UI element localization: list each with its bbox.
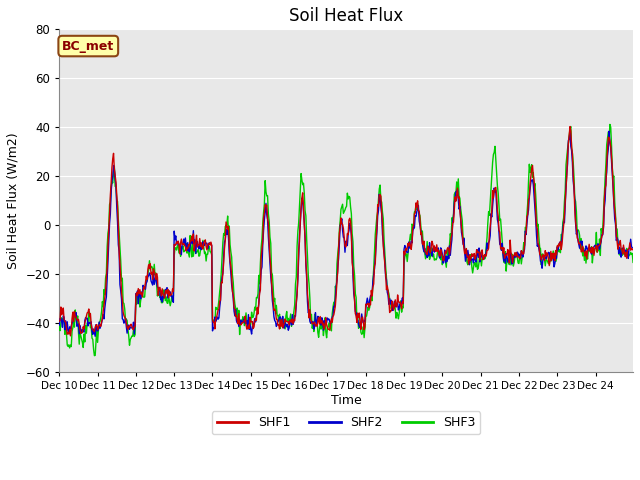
Title: Soil Heat Flux: Soil Heat Flux (289, 7, 403, 25)
Y-axis label: Soil Heat Flux (W/m2): Soil Heat Flux (W/m2) (7, 132, 20, 269)
Legend: SHF1, SHF2, SHF3: SHF1, SHF2, SHF3 (212, 411, 481, 434)
X-axis label: Time: Time (331, 394, 362, 407)
Text: BC_met: BC_met (62, 39, 115, 52)
